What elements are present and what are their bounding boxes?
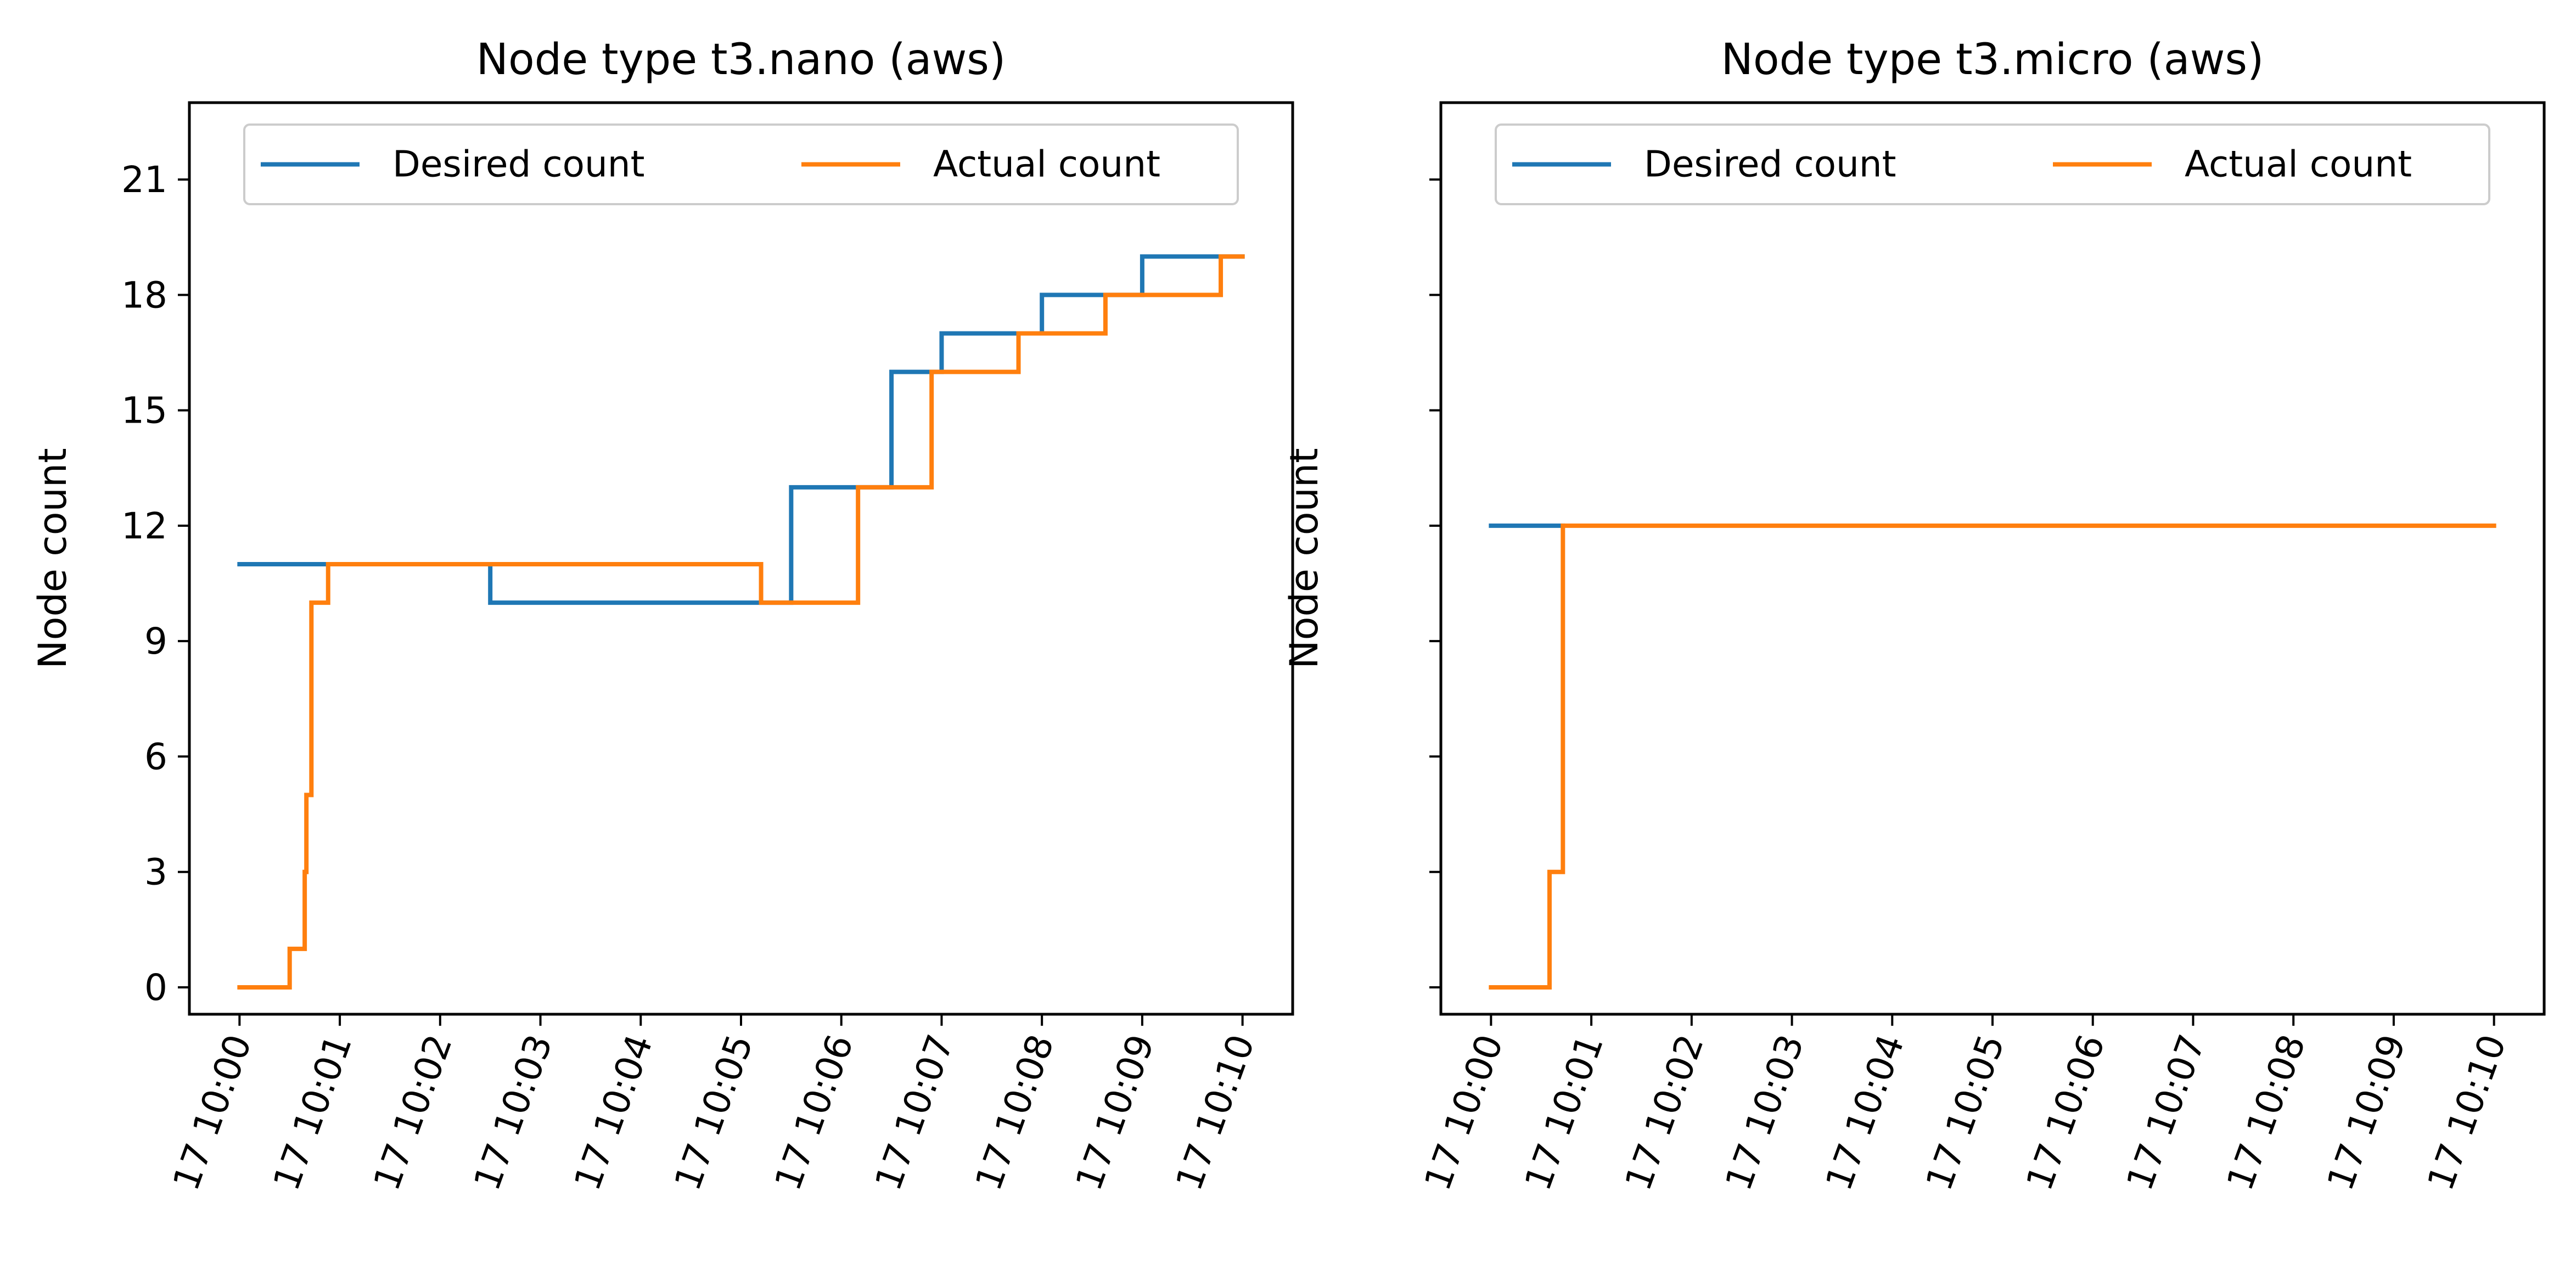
x-tick-label: 17 10:08 (967, 1029, 1062, 1196)
y-tick-label: 18 (121, 274, 167, 316)
y-tick-label: 3 (144, 851, 167, 893)
x-tick-label: 17 10:07 (2118, 1029, 2213, 1196)
chart-title: Node type t3.nano (aws) (476, 35, 1006, 85)
y-tick-label: 9 (144, 620, 167, 662)
legend-box (243, 123, 1239, 205)
panel-2: Node type t3.micro (aws) Node count 17 10:… (1282, 35, 2546, 1196)
x-tick-label: 17 10:03 (1717, 1029, 1812, 1196)
plot-frame (1439, 101, 2546, 1016)
x-tick-label: 17 10:08 (2219, 1029, 2314, 1196)
x-tick-label: 17 10:10 (2419, 1029, 2514, 1196)
legend-box (1495, 123, 2490, 205)
x-tick-label: 17 10:09 (1068, 1029, 1163, 1196)
x-tick-label: 17 10:00 (165, 1029, 260, 1196)
plot-frame (188, 101, 1294, 1016)
series-line-desired (237, 254, 1245, 605)
x-tick-label: 17 10:04 (566, 1029, 661, 1196)
y-tick-label: 12 (121, 505, 167, 547)
panel-1: Node type t3.nano (aws) Node count 0 3 6 9 12 1… (30, 35, 1294, 1196)
chart-title: Node type t3.micro (aws) (1721, 35, 2264, 85)
x-tick-label: 17 10:02 (366, 1029, 461, 1196)
y-axis-label: Node count (30, 448, 75, 668)
y-tick-label: 0 (144, 966, 167, 1009)
legend-label-actual: Actual count (933, 143, 1160, 186)
x-tick-label: 17 10:07 (867, 1029, 962, 1196)
legend-label-desired: Desired count (1644, 143, 1896, 186)
x-tick-label: 17 10:03 (465, 1029, 560, 1196)
x-tick-label: 17 10:06 (766, 1029, 861, 1196)
legend-label-desired: Desired count (392, 143, 645, 186)
series-line-actual (237, 254, 1245, 990)
x-tick-label: 17 10:04 (1817, 1029, 1912, 1196)
legend: Desired count Actual count (243, 123, 1239, 205)
x-tick-label: 17 10:02 (1617, 1029, 1712, 1196)
x-tick-label: 17 10:09 (2319, 1029, 2414, 1196)
x-tick-label: 17 10:01 (1517, 1029, 1612, 1196)
x-tick-label: 17 10:06 (2018, 1029, 2113, 1196)
series-line-actual (1489, 523, 2496, 990)
y-tick-label: 6 (144, 735, 167, 778)
x-tick-label: 17 10:05 (1918, 1029, 2013, 1196)
x-tick-label: 17 10:05 (666, 1029, 761, 1196)
legend-label-actual: Actual count (2185, 143, 2412, 186)
y-axis-label: Node count (1282, 448, 1327, 668)
y-tick-label: 21 (121, 159, 167, 201)
y-tick-label: 15 (121, 390, 167, 432)
x-tick-label: 17 10:00 (1416, 1029, 1511, 1196)
x-tick-label: 17 10:01 (265, 1029, 360, 1196)
x-tick-label: 17 10:10 (1168, 1029, 1262, 1196)
legend: Desired count Actual count (1495, 123, 2490, 205)
